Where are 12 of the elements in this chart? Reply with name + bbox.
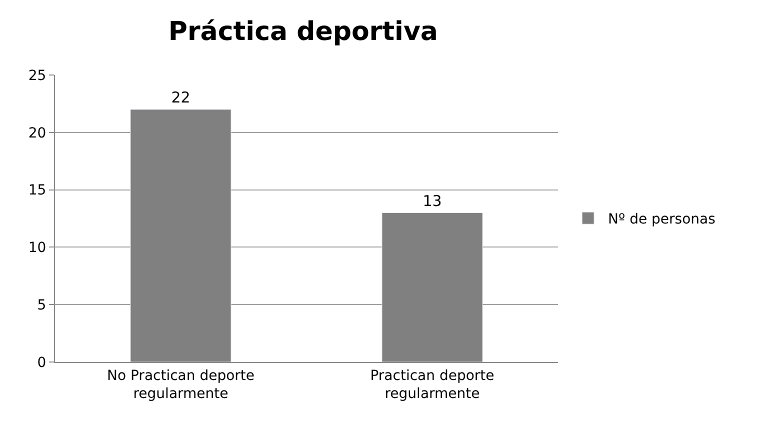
- legend-label: Nº de personas: [608, 212, 716, 228]
- y-tick-label: 15: [28, 182, 46, 199]
- y-tick-label: 5: [37, 298, 46, 314]
- data-label: 22: [171, 88, 190, 106]
- y-tick-label: 0: [37, 354, 46, 371]
- y-tick-label: 20: [28, 125, 46, 142]
- data-label: 13: [422, 192, 442, 210]
- x-tick-label: Practican deporte regularmente: [370, 368, 494, 402]
- y-tick-label: 25: [28, 68, 46, 84]
- y-tick-label: 10: [28, 240, 46, 256]
- x-tick-label: No Practican deporte regularmente: [106, 368, 255, 402]
- chart-title: Práctica deportiva: [168, 16, 438, 47]
